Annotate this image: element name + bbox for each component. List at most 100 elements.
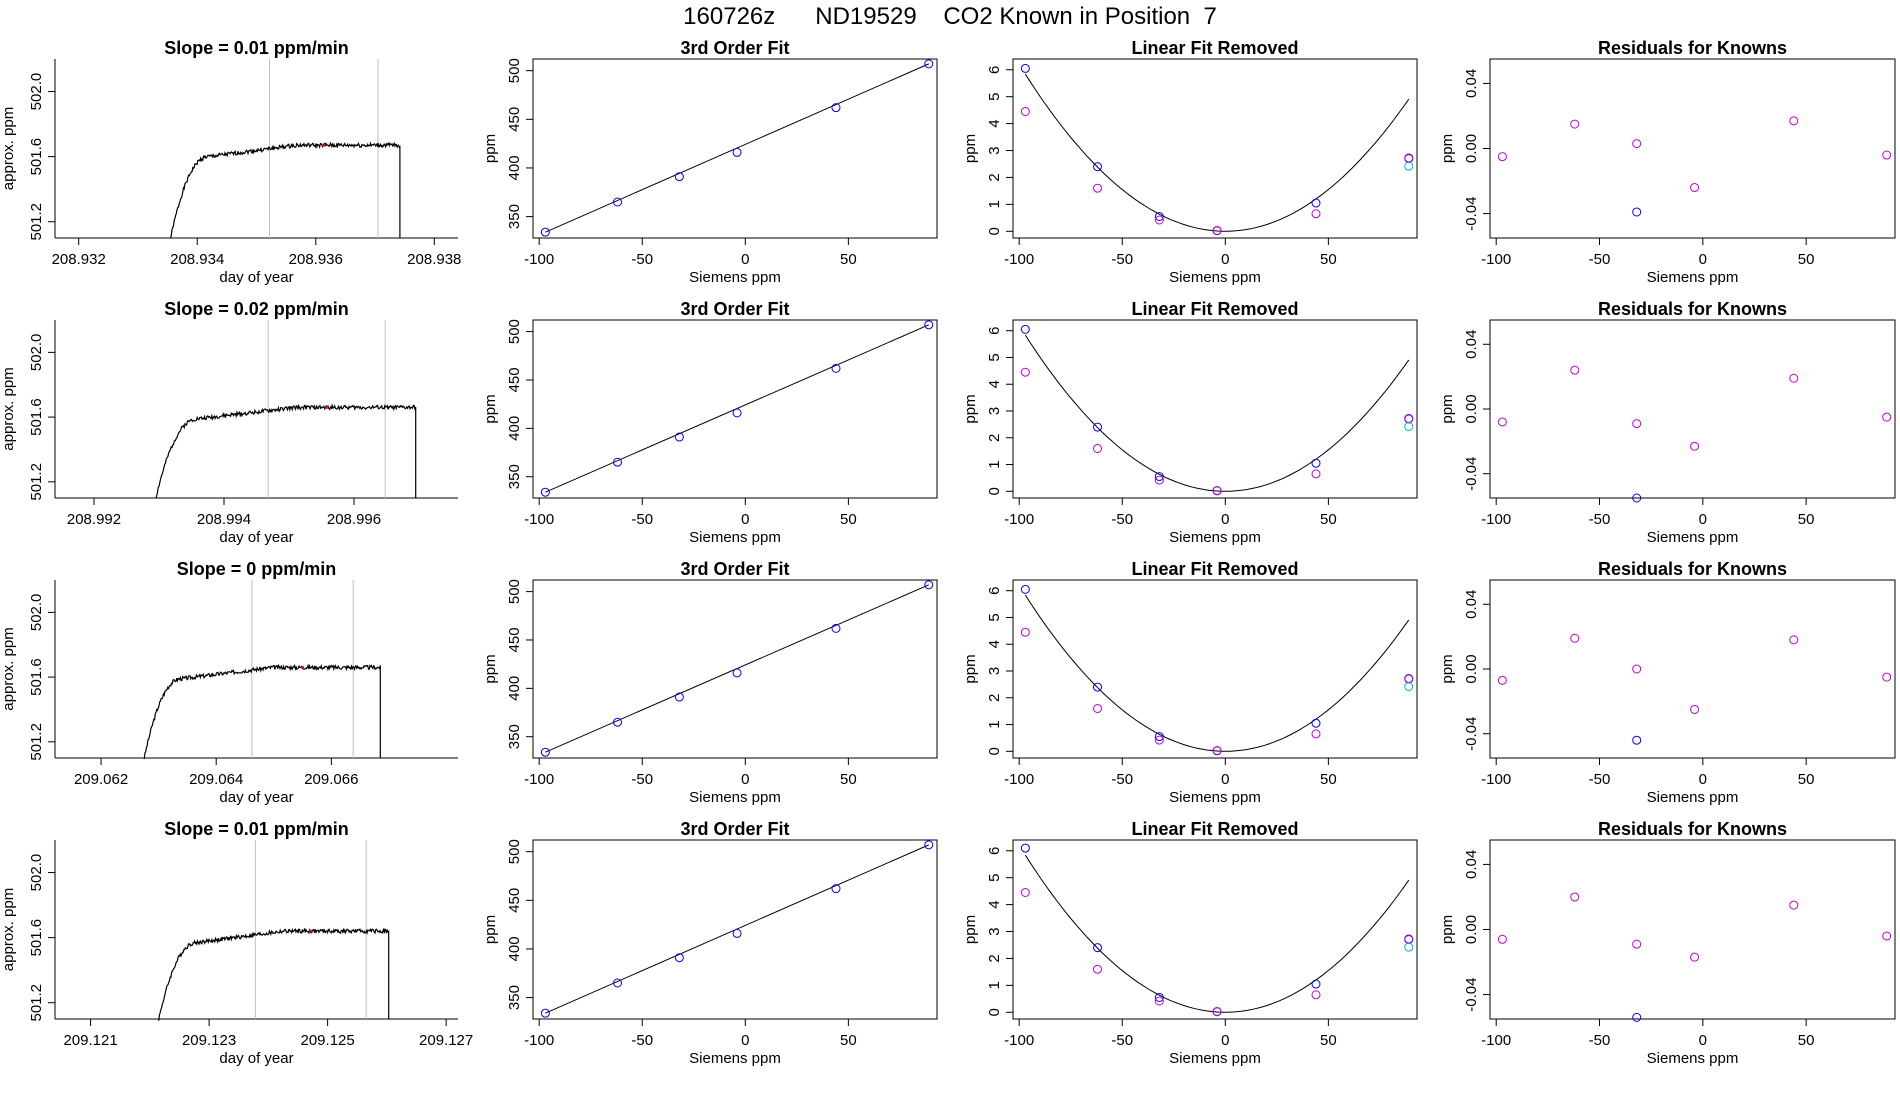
data-point-magenta [1497, 152, 1507, 162]
data-point-blue [1311, 979, 1321, 989]
y-tick-label: 501.6 [28, 398, 45, 436]
x-tick-label: 209.125 [301, 1032, 355, 1049]
data-point-magenta [1690, 183, 1700, 193]
y-tick-label: 400 [506, 936, 523, 961]
x-tick-label: 208.934 [170, 251, 224, 268]
data-point-magenta [1570, 365, 1580, 375]
panel-title: 3rd Order Fit [680, 819, 789, 839]
panel-title: Slope = 0 ppm/min [177, 559, 337, 579]
y-axis-label: ppm [962, 915, 979, 944]
x-tick-label: 50 [1798, 771, 1815, 788]
x-tick-label: 50 [1798, 251, 1815, 268]
x-axis-label: Siemens ppm [689, 269, 781, 286]
plot-frame [532, 58, 938, 239]
plot-frame [1489, 579, 1896, 759]
x-tick-label: 50 [1320, 511, 1337, 528]
data-point-magenta [1093, 964, 1103, 974]
data-point-magenta [1632, 139, 1642, 149]
panel-1-3: Slope = 0 ppm/min 209.062 209.064 209.066 da… [0, 559, 458, 806]
plot-frame [532, 319, 938, 499]
y-tick-label: 3 [986, 146, 1003, 154]
data-point [613, 717, 623, 727]
x-tick-label: -50 [1589, 511, 1611, 528]
data-point-magenta [1632, 939, 1642, 949]
data-point-magenta [1690, 952, 1700, 962]
data-point-magenta [1632, 664, 1642, 674]
x-tick-label: 209.123 [182, 1032, 236, 1049]
data-point-magenta [1570, 119, 1580, 129]
plot-frame [1489, 319, 1896, 499]
x-tick-label: 208.996 [327, 511, 381, 528]
panel-title: Residuals for Knowns [1598, 38, 1787, 58]
x-tick-label: 50 [1320, 251, 1337, 268]
x-tick-label: -50 [1111, 251, 1133, 268]
y-tick-label: 0 [986, 227, 1003, 235]
x-tick-label: 0 [1699, 771, 1707, 788]
y-tick-label: 0.04 [1463, 330, 1480, 359]
panel-4-3: Residuals for Knowns -100 -50 0 50 Siemens pp… [1439, 559, 1896, 806]
y-tick-label: 450 [506, 107, 523, 132]
y-tick-label: 502.0 [28, 854, 45, 892]
x-axis-label: Siemens ppm [1169, 529, 1261, 546]
panel-1-2: Slope = 0.02 ppm/min 208.992 208.994 208.99… [0, 299, 458, 546]
data-point-magenta [1882, 150, 1892, 160]
x-tick-label: 0 [1221, 771, 1229, 788]
data-point-magenta [1154, 735, 1164, 745]
y-tick-label: 350 [506, 204, 523, 229]
panel-4-4: Residuals for Knowns -100 -50 0 50 Siemens pp… [1439, 819, 1896, 1067]
mean-marker [325, 405, 329, 409]
y-tick-label: 501.6 [28, 919, 45, 957]
y-axis-label: ppm [1439, 134, 1456, 163]
y-tick-label: 2 [986, 694, 1003, 702]
data-point [924, 59, 934, 69]
data-point-cyan [1404, 161, 1414, 171]
y-axis-label: ppm [482, 134, 499, 163]
x-tick-label: 209.121 [63, 1032, 117, 1049]
x-tick-label: 208.994 [197, 511, 251, 528]
y-tick-label: 0.00 [1463, 394, 1480, 423]
y-tick-label: 350 [506, 724, 523, 749]
x-tick-label: -100 [524, 511, 554, 528]
x-tick-label: 0 [741, 251, 749, 268]
y-tick-label: 450 [506, 367, 523, 392]
panel-4-2: Residuals for Knowns -100 -50 0 50 Siemens pp… [1439, 299, 1896, 546]
y-tick-label: 500 [506, 579, 523, 604]
y-tick-label: 4 [986, 900, 1003, 908]
x-axis-label: Siemens ppm [1169, 269, 1261, 286]
plot-frame [1012, 58, 1418, 239]
x-tick-label: -50 [1589, 771, 1611, 788]
concentration-trace [143, 663, 381, 760]
data-point-magenta [1882, 672, 1892, 682]
y-tick-label: 1 [986, 200, 1003, 208]
y-tick-label: 502.0 [28, 334, 45, 372]
data-point [831, 884, 841, 894]
data-point-blue [1632, 493, 1642, 503]
y-tick-label: 501.2 [28, 463, 45, 501]
y-tick-label: 501.2 [28, 203, 45, 241]
y-tick-label: 0.04 [1463, 590, 1480, 619]
x-tick-label: 50 [840, 251, 857, 268]
data-point [674, 432, 684, 442]
data-point-magenta [1311, 990, 1321, 1000]
panel-title: Residuals for Knowns [1598, 299, 1787, 319]
page-title: 160726z ND19529 CO2 Known in Position 7 [683, 3, 1217, 30]
x-axis-label: day of year [219, 529, 293, 546]
panel-1-1: Slope = 0.01 ppm/min 208.932 208.934 208.93… [0, 38, 461, 286]
data-point-magenta [1882, 931, 1892, 941]
x-tick-label: 209.062 [74, 771, 128, 788]
x-tick-label: 0 [1699, 1032, 1707, 1049]
data-point-magenta [1497, 417, 1507, 427]
panel-title: 3rd Order Fit [680, 299, 789, 319]
y-tick-label: 350 [506, 464, 523, 489]
panel-title: Linear Fit Removed [1131, 819, 1298, 839]
fit-curve [1024, 854, 1410, 1013]
data-point-magenta [1154, 215, 1164, 225]
plot-frame [1012, 839, 1418, 1020]
x-tick-label: 0 [741, 1032, 749, 1049]
x-tick-label: 208.992 [67, 511, 121, 528]
x-tick-label: 50 [840, 511, 857, 528]
data-point-magenta [1882, 412, 1892, 422]
panel-2-3: 3rd Order Fit -100 -50 0 50 Siemens ppm 350 400… [482, 559, 938, 806]
x-tick-label: 0 [741, 771, 749, 788]
